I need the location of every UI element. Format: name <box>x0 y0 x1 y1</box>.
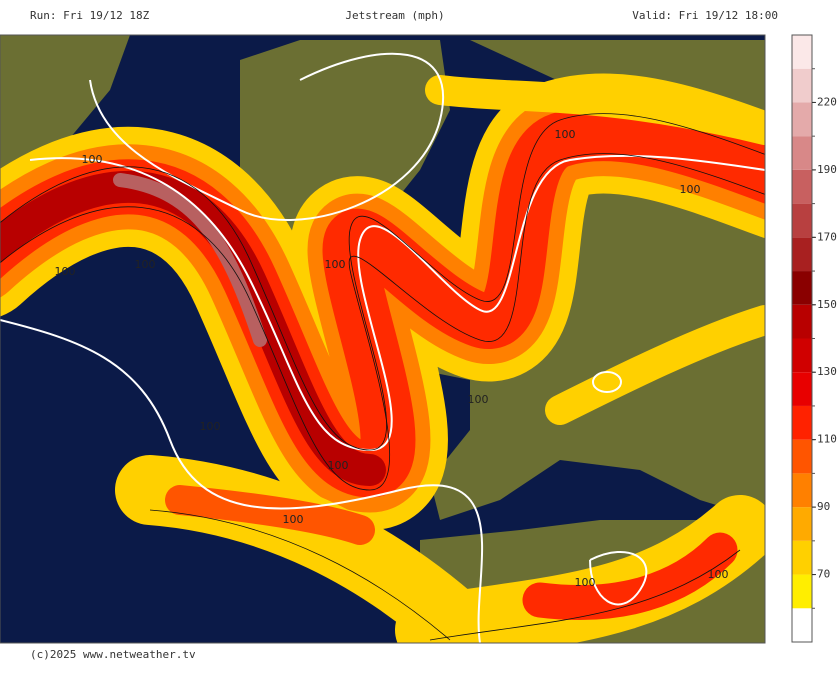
colorbar: 70 90 110 130 150 170 190 220 <box>791 34 837 643</box>
colorbar-tick-label: 150 <box>817 298 837 311</box>
colorbar-segment <box>792 507 812 541</box>
colorbar-segment <box>792 540 812 575</box>
colorbar-segment <box>792 574 812 609</box>
colorbar-tick-label: 170 <box>817 230 837 243</box>
streamlines <box>0 113 765 641</box>
contour-label: 100 <box>82 153 103 166</box>
colorbar-segment <box>792 405 812 440</box>
colorbar-tick-label: 70 <box>817 568 830 581</box>
contour-label: 100 <box>680 183 701 196</box>
map <box>0 35 765 643</box>
colorbar-tick-label: 130 <box>817 365 837 378</box>
colorbar-segment <box>792 102 812 137</box>
map-frame <box>0 34 766 644</box>
greenland <box>240 40 450 270</box>
jet-east <box>545 305 765 425</box>
contour-labels: 100 100 100 100 100 100 100 100 100 100 100 100 <box>55 128 729 589</box>
contour-label: 100 <box>283 513 304 526</box>
colorbar-segment <box>792 203 812 238</box>
colorbar-segment <box>792 136 812 170</box>
colorbar-segment <box>792 439 812 474</box>
colorbar-frame <box>791 34 813 643</box>
colorbar-tick-label: 90 <box>817 500 830 513</box>
colorbar-segment <box>792 169 812 204</box>
contour-label: 100 <box>325 258 346 271</box>
colorbar-segment <box>792 473 812 508</box>
contour-label: 100 <box>328 459 349 472</box>
jet-africa <box>395 495 765 643</box>
jet-north <box>425 75 765 145</box>
run-label: Run: Fri 19/12 18Z <box>30 9 150 22</box>
valid-label: Valid: Fri 19/12 18:00 <box>632 9 778 22</box>
contour-label: 100 <box>555 128 576 141</box>
colorbar-segment <box>792 35 812 69</box>
colorbar-segment <box>792 608 812 642</box>
credit: (c)2025 www.netweather.tv <box>30 648 196 661</box>
title: Jetstream (mph) <box>345 9 444 22</box>
colorbar-segment <box>792 271 812 305</box>
contour-label: 100 <box>135 258 156 271</box>
colorbar-segment <box>792 304 812 339</box>
contour-label: 100 <box>55 265 76 278</box>
colorbar-segment <box>792 237 812 272</box>
colorbar-tick-label: 190 <box>817 163 837 176</box>
contour-label: 100 <box>200 420 221 433</box>
contour-label: 100 <box>575 576 596 589</box>
isotachs <box>0 52 765 643</box>
contour-label: 100 <box>468 393 489 406</box>
contour-label: 100 <box>708 568 729 581</box>
colorbar-segment <box>792 338 812 373</box>
colorbar-segment <box>792 372 812 406</box>
colorbar-segment <box>792 68 812 103</box>
colorbar-tick-label: 220 <box>817 95 837 108</box>
colorbar-tick-label: 110 <box>817 433 837 446</box>
